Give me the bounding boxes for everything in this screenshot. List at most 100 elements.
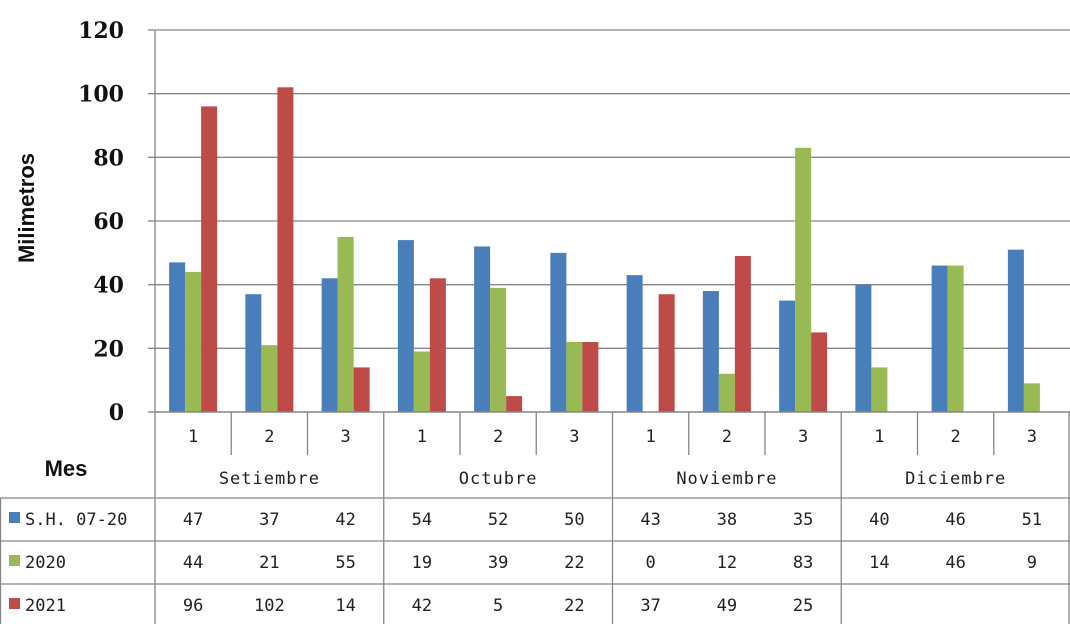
bar-s-h-07-20: [855, 284, 872, 412]
y-tick-label: 80: [93, 145, 124, 171]
table-cell: 42: [335, 510, 355, 530]
bar-2020: [795, 147, 812, 413]
gridlines: [155, 29, 1070, 349]
table-cell: 21: [259, 553, 279, 573]
table-cell: 39: [488, 553, 508, 573]
bar-s-h-07-20: [779, 300, 796, 412]
bar-2020: [871, 367, 888, 412]
x-tick-label: 1: [874, 427, 884, 447]
month-label: Diciembre: [905, 469, 1006, 489]
x-tick-label: 2: [264, 427, 274, 447]
table-cell: 83: [793, 553, 813, 573]
bar-s-h-07-20: [245, 294, 262, 412]
y-axis-label: Milimetros: [14, 153, 39, 263]
table-cell: 102: [254, 596, 285, 616]
bar-2021: [734, 256, 751, 412]
table-cell: 38: [717, 510, 737, 530]
bar-2021: [582, 341, 599, 412]
bar-s-h-07-20: [702, 291, 719, 412]
table-cell: 43: [640, 510, 660, 530]
bar-s-h-07-20: [626, 275, 643, 412]
bar-2020: [947, 265, 964, 412]
bar-2020: [566, 341, 583, 412]
table-cell: 49: [717, 596, 737, 616]
table-cell: 22: [564, 596, 584, 616]
x-tick-label: 3: [569, 427, 579, 447]
x-tick-label: 1: [188, 427, 198, 447]
bar-2021: [201, 106, 218, 413]
table-cell: 37: [259, 510, 279, 530]
x-tick-label: 3: [1027, 427, 1037, 447]
legend-label: 2021: [25, 596, 66, 616]
bar-s-h-07-20: [931, 265, 948, 412]
table-cell: 47: [183, 510, 203, 530]
table-cell: 35: [793, 510, 813, 530]
x-tick-label: 1: [646, 427, 656, 447]
bars: [169, 87, 1040, 413]
bar-2020: [185, 271, 202, 412]
y-tick-label: 0: [109, 400, 124, 426]
table-cell: 14: [335, 596, 355, 616]
table-cell: 25: [793, 596, 813, 616]
y-tick-label: 60: [93, 209, 124, 235]
bar-2021: [429, 278, 446, 412]
axes: 0 20 40 60 80 100 120 1 2 3 1 2 3 1 2 3 1 2 3 Setiembre Octu…: [78, 18, 1070, 489]
bar-2020: [718, 373, 735, 412]
bar-s-h-07-20: [474, 246, 491, 412]
y-tick-label: 40: [93, 273, 124, 299]
bar-2020: [490, 287, 507, 412]
bar-2021: [277, 87, 294, 413]
table-cell: 54: [412, 510, 432, 530]
bar-s-h-07-20: [321, 278, 338, 412]
bar-2021: [658, 294, 675, 412]
bar-2020: [261, 345, 278, 412]
x-tick-label: 2: [493, 427, 503, 447]
x-tick-label: 3: [341, 427, 351, 447]
y-tick-label: 120: [78, 18, 124, 44]
table-cell: 0: [646, 553, 656, 573]
table-cell: 12: [717, 553, 737, 573]
legend-swatch: [9, 512, 20, 523]
x-tick-label: 3: [798, 427, 808, 447]
table-cell: 37: [640, 596, 660, 616]
y-tick-label: 100: [78, 82, 124, 108]
table-cell: 46: [945, 553, 965, 573]
table-cell: 40: [869, 510, 889, 530]
table-cell: 9: [1027, 553, 1037, 573]
x-axis-label: Mes: [45, 456, 88, 481]
bar-s-h-07-20: [550, 252, 567, 412]
table-cell: 51: [1022, 510, 1042, 530]
bar-s-h-07-20: [397, 240, 414, 412]
table-cell: 19: [412, 553, 432, 573]
month-label: Noviembre: [676, 469, 777, 489]
table-cell: 55: [335, 553, 355, 573]
bar-2021: [506, 396, 523, 412]
x-tick-label: 2: [722, 427, 732, 447]
table-cell: 44: [183, 553, 203, 573]
table-cell: 46: [945, 510, 965, 530]
legend-label: 2020: [25, 553, 66, 573]
legend-swatch: [9, 598, 20, 609]
table-cell: 5: [493, 596, 503, 616]
bar-2020: [337, 236, 354, 412]
table-cell: 52: [488, 510, 508, 530]
month-label: Setiembre: [219, 469, 320, 489]
bar-2020: [1023, 383, 1040, 412]
bar-2021: [811, 332, 828, 412]
table-cell: 14: [869, 553, 889, 573]
legend-label: S.H. 07-20: [25, 510, 127, 530]
table-cell: 22: [564, 553, 584, 573]
legend-swatch: [9, 555, 20, 566]
bar-s-h-07-20: [169, 262, 186, 412]
y-tick-label: 20: [93, 336, 124, 362]
table-cell: 50: [564, 510, 584, 530]
bar-2021: [353, 367, 370, 412]
table-cell: 42: [412, 596, 432, 616]
x-tick-label: 2: [951, 427, 961, 447]
month-label: Octubre: [459, 469, 538, 489]
x-tick-label: 1: [417, 427, 427, 447]
bar-2020: [413, 351, 430, 412]
bar-s-h-07-20: [1007, 249, 1024, 412]
